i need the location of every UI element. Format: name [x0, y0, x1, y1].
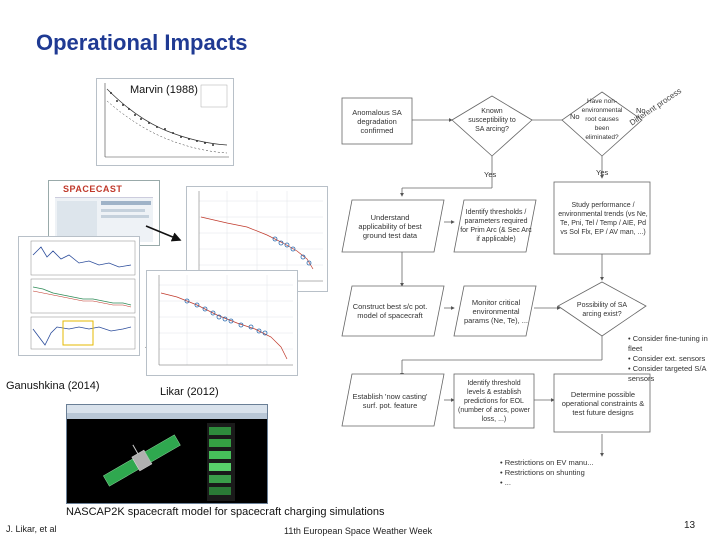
- page-number: 13: [684, 520, 696, 531]
- flow-identify-thresholds: Identify thresholds / parameters require…: [460, 209, 532, 243]
- spacecast-logo: SPACECAST: [63, 184, 123, 194]
- ganushkina-caption: Ganushkina (2014): [6, 380, 100, 392]
- restriction-bullet: • Restrictions on shunting: [500, 468, 585, 477]
- flow-bottom-bullets: • Restrictions on EV manu... • Restricti…: [500, 458, 640, 488]
- flow-understand-test-data: Understand applicability of best ground …: [358, 212, 422, 240]
- marvin-caption: Marvin (1988): [128, 84, 200, 96]
- flow-yes-right: Yes: [596, 168, 609, 177]
- flow-construct-model: Construct best s/c pot. model of spacecr…: [352, 302, 428, 320]
- flow-identify-threshold-levels: Identify threshold levels & establish pr…: [458, 379, 530, 423]
- spacecraft-model-icon: [103, 434, 181, 487]
- likar-caption: Likar (2012): [160, 386, 219, 398]
- flow-env-root-causes: Have non-environmental root causes been …: [581, 97, 623, 141]
- likar-potential-plot-bottom: [146, 270, 298, 376]
- ganushkina-time-series-plot: [18, 236, 140, 356]
- restriction-bullet: • ...: [500, 478, 511, 487]
- flow-no-label: No: [570, 112, 580, 121]
- possibility-bullet: • Consider ext. sensors: [628, 354, 706, 363]
- flow-possibility-arcing: Possibility of SA arcing exist?: [576, 302, 628, 318]
- possibility-bullet: • Consider fine-tuning in fleet: [628, 334, 708, 353]
- flowchart-connectors: [341, 91, 651, 457]
- flow-monitor-params: Monitor critical environmental params (N…: [463, 297, 529, 325]
- spacecast-website-thumbnail: SPACECAST: [48, 180, 160, 246]
- footer-author: J. Likar, et al: [6, 524, 57, 534]
- marvin-plot-svg: [104, 83, 229, 158]
- nascap-window: [66, 404, 268, 504]
- restriction-bullet: • Restrictions on EV manu...: [500, 458, 594, 467]
- likar-bottom-svg: [158, 275, 293, 366]
- flow-establish-nowcasting: Establish 'now casting' surf. pot. featu…: [352, 392, 428, 410]
- flow-known-susceptibility: Known susceptibility to SA arcing?: [468, 107, 516, 133]
- footer-event: 11th European Space Weather Week: [284, 526, 433, 536]
- nascap-caption: NASCAP2K spacecraft model for spacecraft…: [66, 506, 385, 518]
- possibility-bullet: • Consider targeted S/A sensors: [628, 364, 707, 383]
- flow-study-performance: Study performance / environmental trends…: [558, 202, 648, 236]
- flow-yes-left: Yes: [484, 170, 497, 179]
- slide-title: Operational Impacts: [36, 30, 248, 55]
- flow-no-small-label: No: [636, 106, 646, 115]
- flow-determine-constraints: Determine possible operational constrain…: [561, 389, 645, 417]
- flow-possibility-bullets: • Consider fine-tuning in fleet • Consid…: [628, 334, 714, 384]
- ganushkina-plot-svg: [30, 240, 136, 350]
- flow-anomalous-confirmed: Anomalous SA degradation confirmed: [352, 107, 402, 135]
